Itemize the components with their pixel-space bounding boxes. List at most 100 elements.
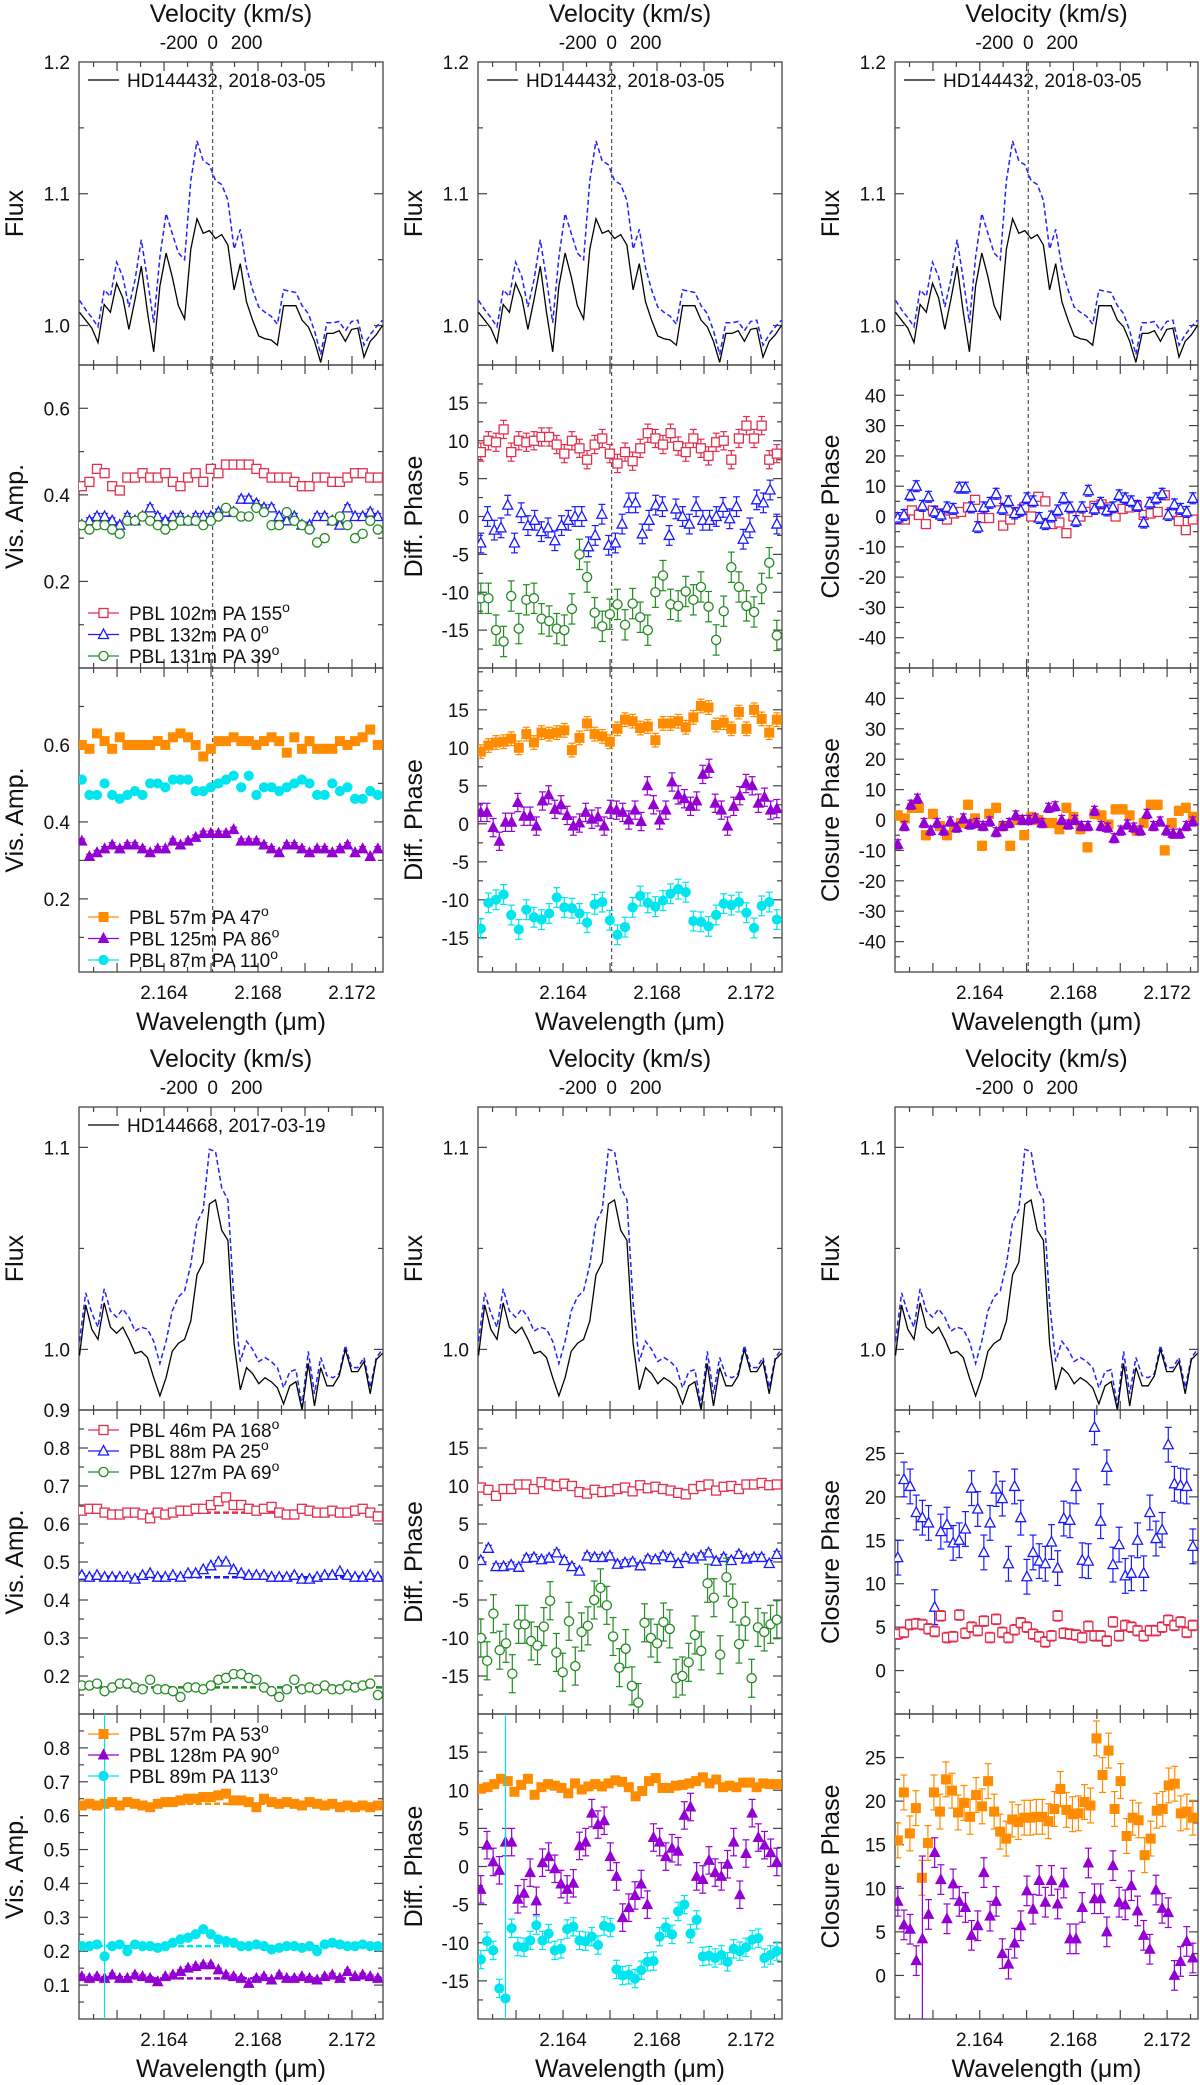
data-point [1002,494,1015,507]
data-point [84,476,95,488]
data-point [160,739,171,750]
data-point [144,1674,156,1686]
data-point [703,601,714,612]
data-point [595,1582,606,1594]
data-point [690,499,703,512]
y-tick-label: -10 [859,841,886,862]
data-point [650,735,661,746]
data-point [626,1555,639,1567]
legend-marker [97,931,110,943]
data-point [627,456,638,467]
data-point [748,606,760,618]
data-point [528,593,540,604]
data-point [990,1482,1003,1494]
legend-marker [98,1466,109,1478]
data-point [273,1691,285,1703]
data-point [520,1551,533,1563]
closure-phase-panel-block1-row3: -40 -30 -20 -10 0 10 20 30 40 Closure Phase [817,667,1199,973]
model-flux-line [895,140,1198,355]
data-point [741,723,752,734]
y-tick-label: 20 [865,1488,886,1509]
data-point [1054,517,1065,528]
data-point [771,630,782,641]
data-point [1187,814,1198,827]
data-point [144,1566,157,1579]
y-tick-label: -10 [859,538,886,559]
data-point [581,571,593,583]
data-point [327,743,338,754]
data-point [929,1626,940,1637]
data-point [273,846,285,858]
y-tick-label: -10 [442,1629,469,1650]
legend-label: PBL 87m PA 110o [129,946,278,972]
data-point [740,1616,751,1627]
data-point [1160,824,1173,836]
data-point [604,736,615,747]
data-point [970,816,983,828]
closure-phase-panel-block1-row2: -40 -30 -20 -10 0 10 20 30 40 Closure Phase [817,364,1199,669]
data-point [251,789,262,801]
data-point [160,782,171,793]
data-point [723,511,736,524]
data-point [505,815,518,827]
y-tick-label: 1.0 [44,316,70,337]
data-point [639,1617,650,1629]
data-point [647,798,660,810]
data-point [493,834,506,846]
legend-label-text: PBL 87m PA 110 [129,951,270,972]
data-point [250,834,263,846]
data-point [258,506,270,518]
data-point [1003,1632,1014,1643]
legend-label: PBL 46m PA 168o [129,1416,280,1442]
velocity-tick-label: -200 [975,1078,1013,1099]
data-point [764,454,775,465]
y-tick-label: 0 [875,508,886,529]
y-tick-label: 1.2 [44,53,70,74]
data-point [561,808,573,820]
data-point [121,838,134,850]
y-tick-label: 0.6 [44,736,70,757]
data-point [99,519,110,531]
data-point [677,1670,688,1682]
data-point [1045,1535,1058,1547]
data-point [566,903,577,914]
legend-marker [97,627,110,640]
data-point [895,1550,904,1563]
data-point [972,1625,983,1636]
data-point [690,794,703,806]
data-point [758,790,771,802]
data-point [680,446,691,458]
y-tick-label: -40 [859,933,886,954]
data-point [79,1568,88,1580]
data-point [756,583,767,594]
data-point [144,500,157,513]
data-point [721,1571,732,1583]
data-point [551,439,562,450]
data-point [718,435,729,446]
data-point [566,745,577,756]
velocity-tick-label: 0 [1023,33,1034,54]
data-point [673,716,684,727]
data-point [573,1564,586,1576]
data-point [634,1558,647,1571]
velocity-axis-title: Velocity (km/s) [549,0,712,28]
data-point [910,479,923,491]
data-point [513,742,524,753]
legend-item: PBL 57m PA 47o [88,903,269,929]
data-point [937,824,950,836]
data-point [764,896,775,908]
data-point [957,811,970,823]
data-point [341,838,354,850]
y-tick-label: 1.1 [443,1138,469,1159]
y-tick-label: -20 [859,568,886,589]
data-point [519,1619,531,1630]
legend-marker [98,607,109,619]
data-point [650,433,661,444]
data-point [689,1629,701,1641]
data-point [311,842,323,854]
data-point [1063,500,1076,513]
data-point [1052,1610,1063,1622]
y-tick-label: 0.5 [44,1553,70,1574]
legend-item: PBL 132m PA 0o [88,621,269,647]
y-tick-label: 5 [458,470,469,491]
